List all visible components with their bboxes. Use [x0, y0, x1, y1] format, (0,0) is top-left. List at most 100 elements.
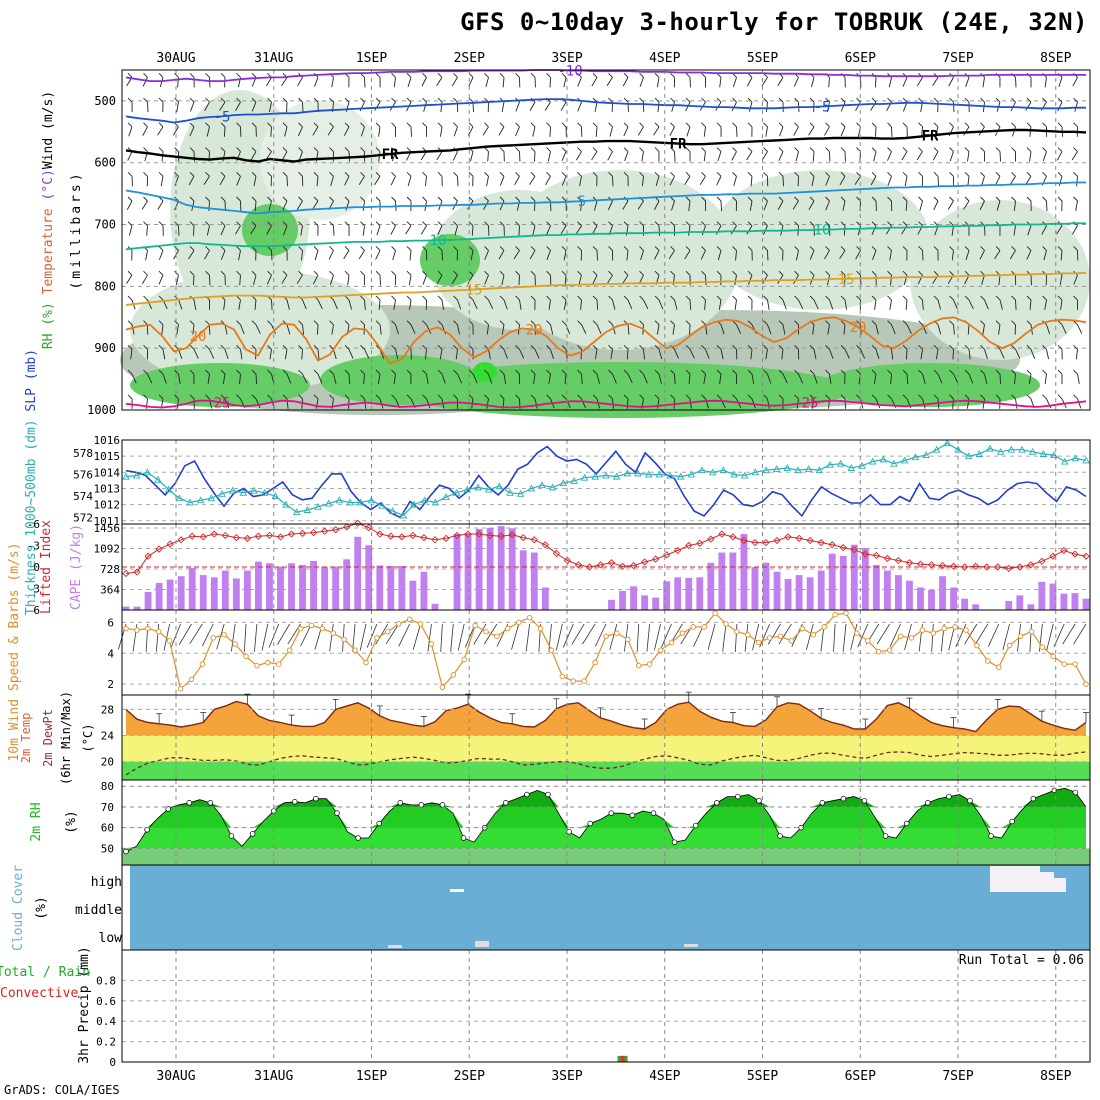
surface-wind-barb	[752, 623, 760, 651]
cape-bar	[166, 579, 174, 610]
wind-barb	[732, 221, 737, 227]
wind-barb	[809, 345, 815, 350]
lifted-marker	[927, 561, 936, 569]
lifted-marker	[784, 533, 792, 541]
wind-barb	[251, 101, 257, 112]
wind-barb	[887, 270, 892, 276]
wind-barb	[918, 270, 923, 276]
wind-barb	[239, 374, 241, 385]
wind-barb	[902, 394, 908, 400]
wind-barb	[220, 345, 226, 350]
wind-barb	[360, 122, 365, 128]
cape-bar	[1071, 593, 1079, 610]
wind-barb	[701, 246, 706, 251]
wind-barb	[763, 369, 768, 375]
wind-barb	[794, 394, 799, 400]
wind-barb	[499, 196, 505, 202]
cape-bar	[321, 567, 329, 610]
wind-barb	[514, 176, 520, 186]
wind-barb	[1073, 295, 1078, 301]
thickness-marker	[335, 496, 344, 504]
wind-barb	[1029, 299, 1032, 310]
wind-barb	[1013, 225, 1016, 236]
wind-barb	[719, 77, 722, 88]
surface-wind-barb	[744, 623, 749, 652]
wind-barb	[127, 122, 133, 128]
cloud-low-patch	[475, 941, 489, 947]
wind-barb	[1042, 97, 1047, 103]
wind-barb	[143, 270, 148, 276]
wind-speed-marker	[483, 628, 489, 635]
wind-barb	[560, 101, 567, 111]
thickness-marker	[239, 488, 248, 496]
rh-green-area	[390, 362, 850, 418]
wind-barb	[313, 394, 319, 400]
x-tick-label-bottom: 2SEP	[454, 1069, 485, 1084]
wind-barb	[999, 349, 1005, 359]
axis-label-dewpt: 2m DewPt	[41, 709, 55, 767]
wind-barb	[158, 369, 164, 375]
wind-barb	[626, 250, 629, 261]
wind-barb	[297, 77, 303, 87]
wind-barb	[359, 101, 365, 112]
lifted-marker	[1082, 552, 1090, 560]
wind-barb	[205, 97, 210, 103]
precip-bar-convective	[620, 1055, 625, 1062]
wind-barb	[499, 147, 505, 152]
wind-barb	[422, 345, 427, 350]
wind-barb	[250, 225, 257, 235]
wind-barb	[499, 171, 505, 177]
wind-barb	[933, 200, 939, 211]
wind-barb	[251, 97, 257, 103]
wind-barb	[980, 196, 985, 202]
lifted-marker	[475, 530, 483, 538]
wind-barb	[437, 345, 443, 350]
legend-convective: Convective	[0, 986, 78, 1001]
cape-bar	[608, 599, 615, 610]
x-tick-label-bottom: 30AUG	[156, 1069, 195, 1084]
wind-speed-marker	[1028, 628, 1035, 635]
wind-barb	[267, 345, 272, 350]
wind-barb	[827, 324, 830, 335]
wind-barb	[717, 250, 722, 261]
wind-barb	[1015, 349, 1021, 359]
wind-speed-marker	[417, 621, 424, 627]
wind-barb	[688, 225, 691, 236]
wind-speed-marker	[646, 661, 653, 667]
wind-barb	[224, 349, 229, 360]
wind-barb	[731, 101, 737, 112]
lifted-marker	[994, 563, 1002, 571]
wind-barb	[608, 73, 613, 78]
wind-barb	[980, 345, 985, 350]
wind-speed-marker	[472, 622, 478, 629]
wind-barb	[193, 299, 197, 310]
wind-barb	[329, 275, 334, 285]
wind-barb	[608, 246, 613, 251]
wind-barb	[1014, 374, 1016, 385]
wind-barb	[158, 246, 164, 251]
wind-barb	[178, 374, 181, 385]
wind-barb	[937, 299, 942, 310]
wind-barb	[142, 77, 148, 87]
wind-barb	[530, 246, 536, 251]
wind-barb	[980, 394, 985, 400]
wind-barb	[839, 176, 846, 186]
wind-barb	[984, 349, 988, 360]
wind-barb	[964, 270, 970, 276]
wind-barb	[160, 176, 164, 187]
thickness-marker	[730, 470, 738, 478]
wind-barb	[964, 369, 970, 375]
wind-barb	[1026, 122, 1032, 128]
thickness-marker	[538, 481, 546, 489]
wind-barb	[162, 373, 167, 384]
wind-barb	[639, 369, 644, 375]
wind-barb	[701, 225, 706, 236]
thickness-marker	[143, 468, 152, 476]
wind-speed-marker	[668, 639, 675, 646]
wind-barb	[437, 221, 443, 227]
wind-barb	[515, 320, 520, 325]
wind-barb	[703, 151, 706, 162]
wind-barb	[238, 250, 241, 261]
wind-speed-marker	[406, 616, 413, 623]
wind-barb	[313, 196, 319, 202]
